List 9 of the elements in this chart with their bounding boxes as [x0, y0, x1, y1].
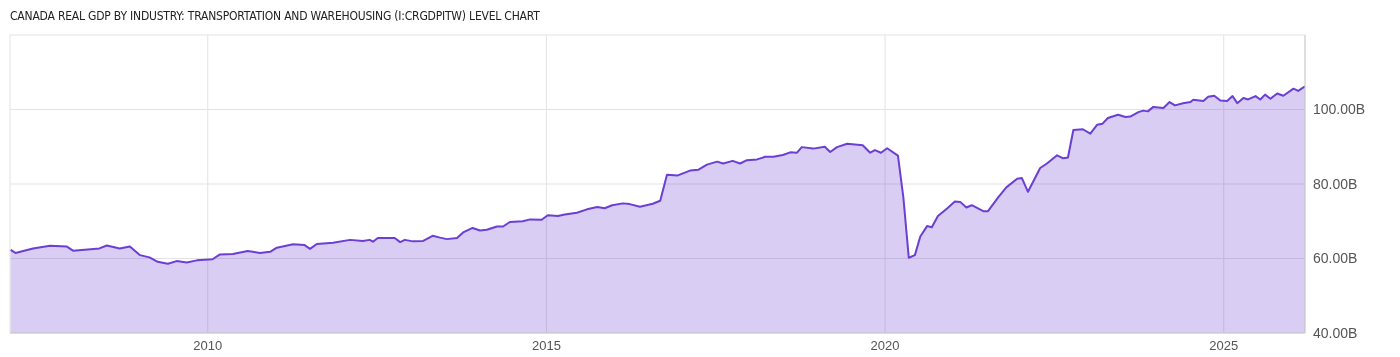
- chart-title: CANADA REAL GDP BY INDUSTRY: TRANSPORTATION AND WAREHOUSING (I:CRGDPITW) LEVEL CHART: [9, 8, 541, 25]
- x-tick-label: 2025: [1209, 338, 1239, 354]
- x-tick-label: 2020: [870, 338, 900, 354]
- y-tick-label: 100.00B: [1313, 101, 1366, 118]
- x-tick-label: 2010: [193, 338, 223, 354]
- y-tick-label: 80.00B: [1313, 175, 1358, 192]
- y-tick-label: 40.00B: [1313, 324, 1358, 341]
- y-tick-label: 60.00B: [1313, 250, 1358, 267]
- x-tick-label: 2015: [531, 338, 561, 354]
